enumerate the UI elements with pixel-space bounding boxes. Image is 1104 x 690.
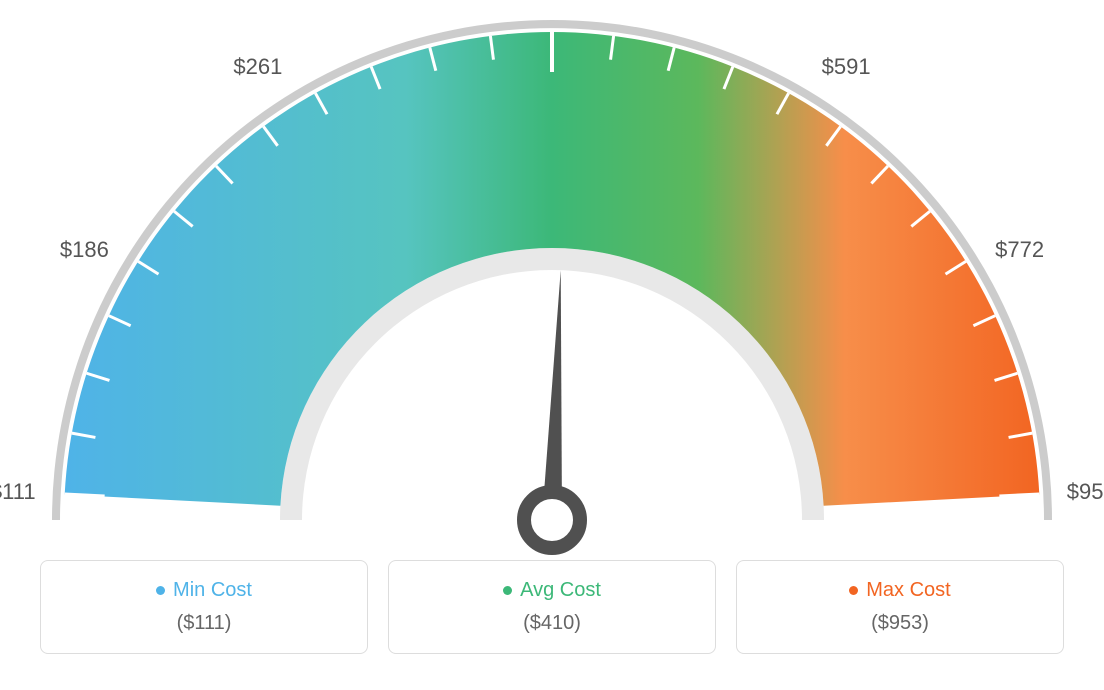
legend-value-max: ($953) (747, 612, 1053, 635)
legend-label-avg: Avg Cost (503, 579, 601, 602)
legend-card-min: Min Cost ($111) (40, 560, 368, 654)
legend-label-max: Max Cost (849, 579, 950, 602)
gauge-tick-label: $186 (60, 237, 109, 263)
legend-card-avg: Avg Cost ($410) (388, 560, 716, 654)
gauge-area: $111$186$261$410$591$772$953 (0, 0, 1104, 560)
gauge-svg (0, 0, 1104, 560)
legend-label-min: Min Cost (156, 579, 252, 602)
legend-dot-avg (503, 586, 512, 595)
legend-text-max: Max Cost (866, 579, 950, 602)
gauge-tick-label: $261 (233, 54, 282, 80)
gauge-tick-label: $111 (0, 479, 36, 505)
legend-value-min: ($111) (51, 612, 357, 635)
cost-gauge-chart: $111$186$261$410$591$772$953 Min Cost ($… (0, 0, 1104, 690)
legend-row: Min Cost ($111) Avg Cost ($410) Max Cost… (0, 560, 1104, 654)
legend-text-min: Min Cost (173, 579, 252, 602)
gauge-tick-label: $591 (822, 54, 871, 80)
legend-card-max: Max Cost ($953) (736, 560, 1064, 654)
legend-dot-min (156, 586, 165, 595)
gauge-tick-label: $772 (995, 237, 1044, 263)
gauge-tick-label: $953 (1067, 479, 1104, 505)
legend-dot-max (849, 586, 858, 595)
legend-text-avg: Avg Cost (520, 579, 601, 602)
legend-value-avg: ($410) (399, 612, 705, 635)
